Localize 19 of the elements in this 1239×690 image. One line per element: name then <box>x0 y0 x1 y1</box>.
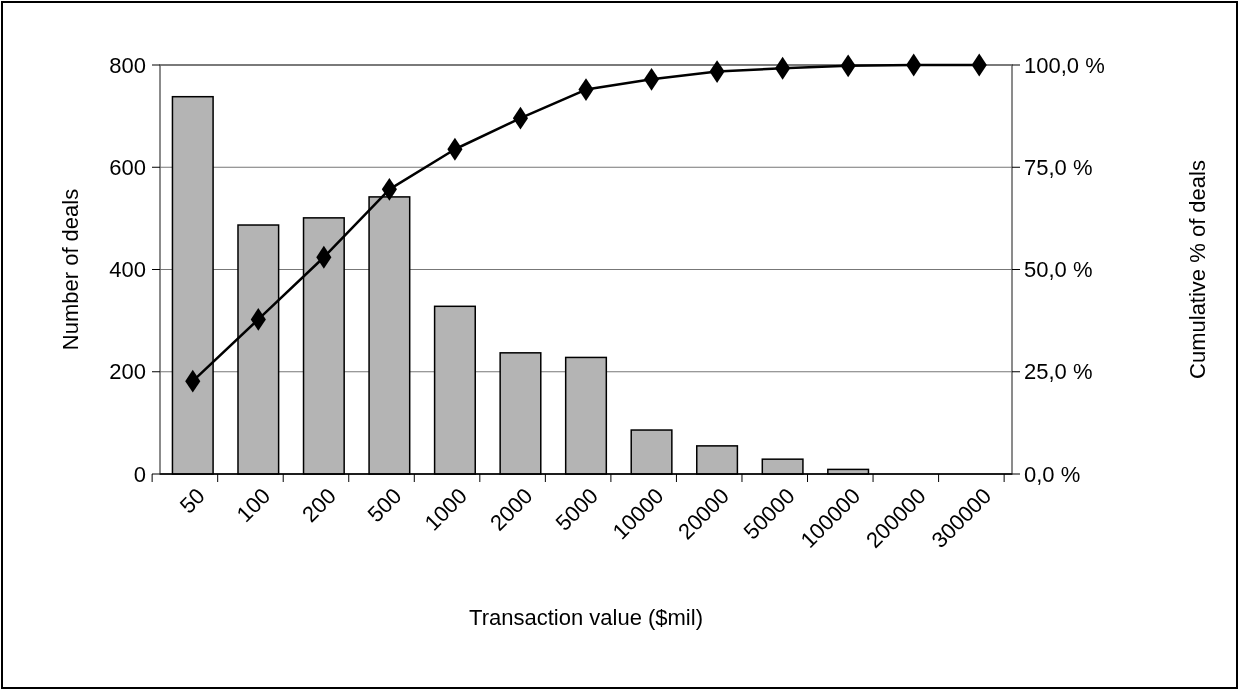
y2-axis-title: Cumulative % of deals <box>1185 160 1210 379</box>
y2-tick-label: 50,0 % <box>1024 257 1093 283</box>
y-tick-label: 0 <box>133 461 146 487</box>
x-tick-label: 50 <box>174 483 210 519</box>
y2-tick-label: 25,0 % <box>1024 359 1093 385</box>
x-axis-title: Transaction value ($mil) <box>469 605 703 630</box>
x-tick-label: 200 <box>297 483 341 527</box>
x-tick-label: 500 <box>362 483 407 527</box>
y-tick-label: 200 <box>109 359 146 385</box>
y-tick-label: 800 <box>109 52 146 78</box>
x-tick-label: 100 <box>231 483 276 527</box>
point <box>643 67 660 91</box>
y2-tick-label: 100,0 % <box>1024 52 1105 78</box>
point <box>512 106 529 130</box>
y-tick-label: 600 <box>109 154 146 180</box>
y2-tick-label: 75,0 % <box>1024 154 1093 180</box>
y-tick-label: 400 <box>109 257 146 283</box>
y-axis-title: Number of deals <box>58 188 83 351</box>
y2-tick-label: 0,0 % <box>1024 461 1081 487</box>
